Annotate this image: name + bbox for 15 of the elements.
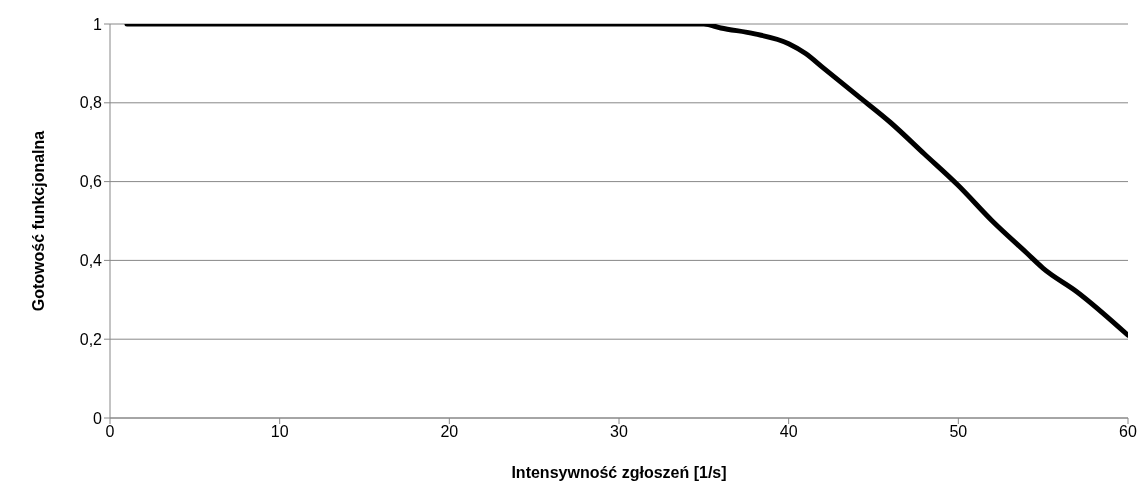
x-tick-label: 30	[610, 423, 628, 441]
x-axis-title: Intensywność zgłoszeń [1/s]	[511, 464, 727, 481]
y-axis-title: Gotowość funkcjonalna	[29, 130, 47, 312]
x-tick-label: 10	[270, 423, 289, 441]
y-tick-label: 0,2	[79, 330, 103, 348]
y-tick-label: 0,4	[79, 252, 103, 270]
x-tick-label: 0	[105, 423, 115, 441]
y-tick-label: 0,8	[79, 94, 103, 112]
x-tick-label: 20	[440, 423, 459, 441]
x-tick-label: 40	[779, 423, 798, 441]
y-tick-label: 1	[93, 15, 103, 33]
x-tick-label: 50	[949, 423, 968, 441]
x-tick-label: 60	[1119, 423, 1137, 441]
y-tick-label: 0,6	[79, 173, 103, 191]
y-tick-label: 0	[93, 409, 103, 427]
